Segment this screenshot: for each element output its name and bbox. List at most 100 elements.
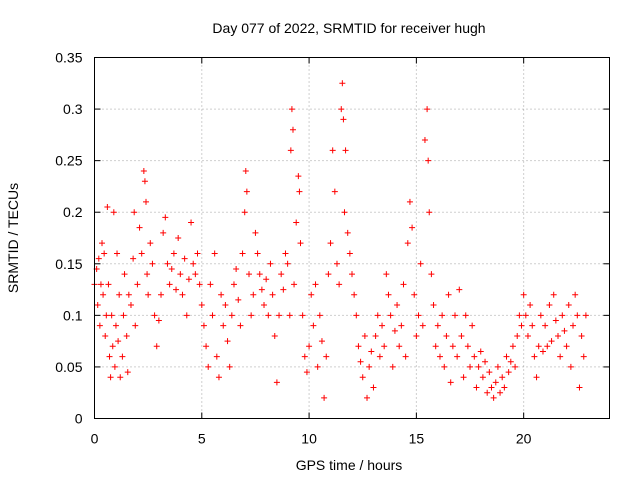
y-tick-label: 0.1 <box>63 307 83 323</box>
data-point <box>372 332 379 339</box>
data-point <box>432 343 439 350</box>
data-point <box>514 332 521 339</box>
data-point <box>346 250 353 257</box>
data-point <box>121 271 128 278</box>
data-point <box>173 286 180 293</box>
data-point <box>162 214 169 221</box>
data-point <box>107 374 114 381</box>
data-point <box>224 338 231 345</box>
data-point <box>426 209 433 216</box>
data-point <box>155 317 162 324</box>
data-point <box>145 291 152 298</box>
data-point <box>94 302 101 309</box>
data-point <box>550 291 557 298</box>
y-axis-label: SRMTID / TECUs <box>5 183 21 293</box>
data-point <box>424 106 431 113</box>
data-point <box>141 178 148 185</box>
data-point <box>254 250 261 257</box>
data-point <box>507 358 514 365</box>
data-point <box>327 240 334 247</box>
x-axis-label: GPS time / hours <box>296 457 403 473</box>
data-point <box>110 209 117 216</box>
data-point <box>218 291 225 298</box>
data-point <box>117 374 124 381</box>
data-point <box>509 343 516 350</box>
data-point <box>402 353 409 360</box>
data-point <box>419 322 426 329</box>
data-point <box>364 394 371 401</box>
data-point <box>211 250 218 257</box>
data-point <box>535 343 542 350</box>
y-tick-labels: 0 0.05 0.1 0.15 0.2 0.25 0.3 0.35 <box>55 50 82 427</box>
data-point <box>477 348 484 355</box>
data-point <box>237 322 244 329</box>
data-point <box>578 332 585 339</box>
data-point <box>415 312 422 319</box>
data-point <box>136 224 143 231</box>
data-point <box>482 358 489 365</box>
data-point <box>537 312 544 319</box>
data-point <box>241 209 248 216</box>
data-point <box>280 286 287 293</box>
data-point <box>140 167 147 174</box>
data-point <box>542 322 549 329</box>
data-point <box>567 363 574 370</box>
data-point <box>421 137 428 144</box>
data-point <box>265 312 272 319</box>
data-point <box>447 379 454 386</box>
data-point <box>318 338 325 345</box>
data-point <box>263 276 270 283</box>
data-point <box>312 281 319 288</box>
data-point <box>341 209 348 216</box>
data-point <box>368 348 375 355</box>
data-point <box>406 198 413 205</box>
data-point <box>228 312 235 319</box>
plot-frame <box>94 57 610 419</box>
data-point <box>561 327 568 334</box>
data-point <box>269 291 276 298</box>
data-point <box>288 106 295 113</box>
data-point <box>497 389 504 396</box>
data-point <box>486 369 493 376</box>
data-point <box>160 229 167 236</box>
data-point <box>293 219 300 226</box>
data-point <box>316 312 323 319</box>
data-point <box>115 338 122 345</box>
data-point <box>203 343 210 350</box>
data-point <box>170 250 177 257</box>
data-point <box>138 250 145 257</box>
data-point <box>325 271 332 278</box>
data-point <box>361 332 368 339</box>
data-point <box>153 343 160 350</box>
data-point <box>454 353 461 360</box>
data-point <box>226 363 233 370</box>
data-point <box>374 312 381 319</box>
data-point <box>563 343 570 350</box>
data-point <box>239 250 246 257</box>
x-tick-label: 20 <box>516 431 532 447</box>
data-point <box>394 302 401 309</box>
data-point <box>458 332 465 339</box>
data-point <box>430 302 437 309</box>
y-tick-label: 0.3 <box>63 101 83 117</box>
x-tick-labels: 0 5 10 15 20 <box>91 431 532 447</box>
data-point <box>539 348 546 355</box>
data-point <box>282 250 289 257</box>
data-point <box>428 271 435 278</box>
data-point <box>230 281 237 288</box>
data-point <box>116 291 123 298</box>
data-point <box>271 332 278 339</box>
data-point <box>119 353 126 360</box>
data-point <box>544 343 551 350</box>
data-point <box>443 332 450 339</box>
data-point <box>557 353 564 360</box>
data-point <box>123 332 130 339</box>
data-point <box>101 250 108 257</box>
data-point <box>387 312 394 319</box>
data-point <box>149 260 156 267</box>
data-point <box>287 147 294 154</box>
data-point <box>295 173 302 180</box>
data-point <box>338 106 345 113</box>
